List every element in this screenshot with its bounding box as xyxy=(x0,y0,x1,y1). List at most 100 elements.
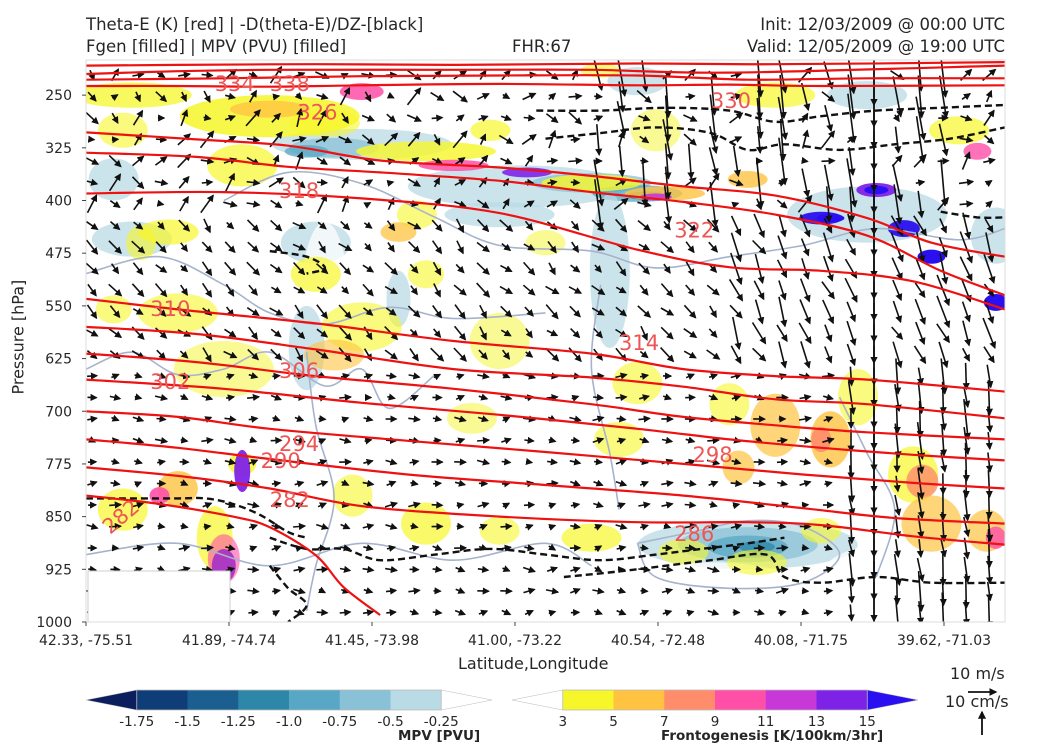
wind-vector xyxy=(454,157,466,165)
wind-vector xyxy=(295,199,304,207)
wind-vector xyxy=(478,115,489,122)
wind-vector xyxy=(316,328,329,338)
colorbar-tick-label: -1.75 xyxy=(119,714,154,730)
wind-vector xyxy=(339,565,352,573)
wind-vector xyxy=(615,479,628,487)
wind-vector xyxy=(132,109,144,126)
wind-vector xyxy=(224,458,237,466)
wind-vector xyxy=(454,179,467,186)
theta-e-label-290: 290 xyxy=(261,449,301,473)
wind-vector xyxy=(270,458,283,466)
wind-vector xyxy=(752,347,767,362)
wind-vector xyxy=(894,358,902,395)
wind-vector xyxy=(915,179,926,187)
y-tick-label: 400 xyxy=(45,194,72,210)
wind-vector xyxy=(86,262,99,275)
wind-vector xyxy=(384,262,398,276)
wind-vector xyxy=(616,415,627,423)
wind-vector xyxy=(706,284,720,296)
wind-vector xyxy=(318,586,327,594)
wind-vector xyxy=(268,177,284,188)
wind-vector xyxy=(180,393,189,401)
wind-vector xyxy=(502,502,511,510)
wind-vector xyxy=(226,221,235,230)
wind-vector xyxy=(87,415,98,423)
stability-contour-line xyxy=(536,103,1005,124)
wind-vector xyxy=(892,114,900,123)
wind-vector xyxy=(134,481,143,488)
wind-vector xyxy=(941,592,945,622)
wind-vector xyxy=(525,523,534,531)
wind-vector xyxy=(824,324,833,343)
wind-vector xyxy=(340,220,351,231)
wind-vector xyxy=(454,304,466,320)
wind-vector xyxy=(433,480,443,488)
frontogenesis-fill-patch xyxy=(811,426,832,453)
wind-vector xyxy=(456,522,465,530)
wind-vector xyxy=(848,465,856,503)
wind-vector xyxy=(271,566,282,574)
wind-vector xyxy=(636,89,652,104)
wind-vector xyxy=(270,286,282,294)
wind-vector xyxy=(663,263,671,274)
wind-vector xyxy=(755,198,763,211)
wind-vector xyxy=(477,415,489,423)
wind-vector xyxy=(891,257,903,281)
wind-vector xyxy=(893,539,901,558)
wind-vector xyxy=(916,400,924,439)
wind-vector xyxy=(293,522,307,531)
mpv-fill-patch xyxy=(827,81,908,110)
wind-vector xyxy=(316,608,329,617)
colorbar-tick-label: 9 xyxy=(711,714,720,730)
theta-e-contour-290 xyxy=(86,438,1005,525)
wind-vector xyxy=(363,307,374,316)
wind-vector xyxy=(940,358,948,395)
frontogenesis-fill-patch xyxy=(801,518,842,544)
wind-vector xyxy=(156,372,167,379)
wind-vector xyxy=(386,179,395,187)
stability-contour-line xyxy=(545,126,1005,152)
wind-vector xyxy=(778,522,787,530)
wind-vector xyxy=(846,238,856,256)
frontogenesis-fill-patch xyxy=(630,109,681,152)
wind-vector xyxy=(521,134,537,145)
wind-vector xyxy=(477,372,490,380)
wind-vector xyxy=(709,500,718,508)
wind-vector xyxy=(916,421,926,461)
wind-vector xyxy=(756,74,764,120)
wind-vector xyxy=(660,283,674,298)
wind-vector xyxy=(341,195,350,212)
frontogenesis-fill-patch xyxy=(332,474,373,517)
wind-vector xyxy=(477,565,490,573)
wind-vector xyxy=(200,194,214,214)
wind-vector xyxy=(848,186,856,223)
wind-vector xyxy=(660,241,675,254)
wind-vector xyxy=(178,175,190,189)
wind-vector xyxy=(87,91,97,102)
wind-vector xyxy=(501,349,511,360)
mpv-fill-patch xyxy=(970,207,1005,264)
wind-vector xyxy=(386,220,396,232)
wind-vector xyxy=(685,458,696,466)
wind-vector xyxy=(729,179,744,187)
wind-vector xyxy=(249,436,258,443)
wind-vector xyxy=(111,457,120,465)
wind-vector xyxy=(501,242,512,252)
wind-vector xyxy=(825,186,833,223)
wind-vector xyxy=(201,71,214,79)
frontogenesis-fill-patch xyxy=(97,112,148,148)
wind-vector xyxy=(548,436,557,444)
wind-vector xyxy=(846,320,857,347)
wind-vector xyxy=(179,350,189,359)
wind-vector xyxy=(248,326,258,341)
wind-vector xyxy=(824,480,833,488)
wind-vector xyxy=(730,479,743,488)
y-tick-label: 1000 xyxy=(36,615,72,631)
wind-vector xyxy=(111,136,120,144)
wind-vector xyxy=(499,219,514,232)
wind-vector xyxy=(914,298,926,326)
wind-vector xyxy=(847,579,856,604)
wind-vector xyxy=(892,341,903,369)
wind-vector xyxy=(959,136,974,144)
wind-vector xyxy=(455,565,466,573)
